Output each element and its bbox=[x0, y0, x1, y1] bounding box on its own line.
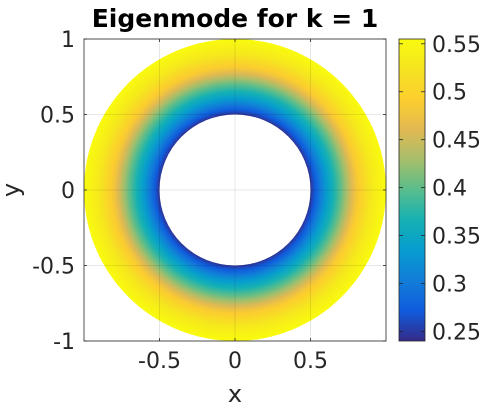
y-tick-label: 0.5 bbox=[40, 104, 75, 129]
y-axis-ticks: 1 0.5 0 -0.5 -1 bbox=[32, 28, 386, 355]
inner-hole bbox=[159, 114, 311, 266]
colorbar-tick-label: 0.25 bbox=[432, 320, 481, 345]
y-tick-label: 0 bbox=[61, 179, 75, 204]
x-tick-label: -0.5 bbox=[138, 349, 181, 374]
y-tick-label: -0.5 bbox=[32, 255, 75, 280]
x-axis-ticks: -0.5 0 0.5 bbox=[138, 39, 328, 374]
x-tick-label: 0.5 bbox=[293, 349, 328, 374]
colorbar-tick-label: 0.55 bbox=[432, 33, 481, 58]
colorbar-tick-label: 0.45 bbox=[432, 129, 481, 154]
colorbar-tick-label: 0.35 bbox=[432, 225, 481, 250]
y-axis-label: y bbox=[0, 183, 25, 197]
colorbar-tick-label: 0.5 bbox=[432, 81, 467, 106]
colorbar-ticks: 0.25 0.3 0.35 0.4 0.45 0.5 0.55 bbox=[399, 33, 481, 345]
y-tick-label: -1 bbox=[53, 330, 75, 355]
plot-area: -0.5 0 0.5 1 0.5 0 -0.5 -1 bbox=[32, 28, 387, 374]
x-axis-label: x bbox=[228, 380, 242, 407]
colorbar-tick-label: 0.3 bbox=[432, 272, 467, 297]
colorbar: 0.25 0.3 0.35 0.4 0.45 0.5 0.55 bbox=[398, 33, 481, 345]
x-tick-label: 0 bbox=[228, 349, 242, 374]
eigenmode-field bbox=[84, 39, 386, 341]
colorbar-tick-label: 0.4 bbox=[432, 177, 467, 202]
chart-title: Eigenmode for k = 1 bbox=[92, 4, 379, 33]
y-tick-label: 1 bbox=[61, 28, 75, 53]
colorbar-scale bbox=[398, 38, 426, 342]
